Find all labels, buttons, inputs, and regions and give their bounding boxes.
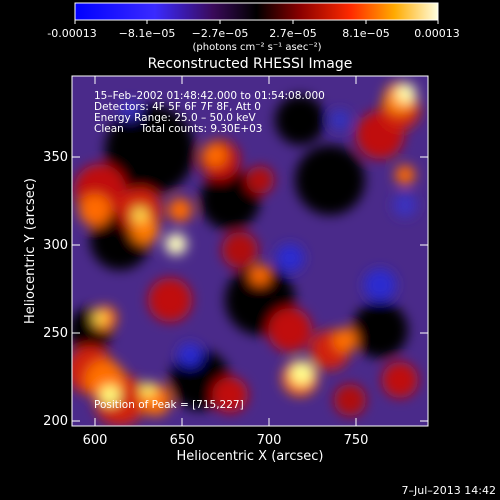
intensity-blob [246, 166, 274, 194]
colorbar: -0.00013 −8.1e−05 −2.7e−05 2.7e−05 8.1e−… [47, 2, 460, 53]
y-tick-label: 200 [43, 414, 68, 429]
colorbar-tick-label: 2.7e−05 [269, 27, 316, 40]
colorbar-unit-label: (photons cm⁻² s⁻¹ asec⁻²) [192, 42, 321, 53]
y-tick-label: 250 [43, 326, 68, 341]
intensity-blob [333, 328, 357, 352]
intensity-blob [222, 232, 258, 268]
intensity-blob [140, 382, 156, 398]
detectors-text: Detectors: 4F 5F 6F 7F 8F, Att 0 [94, 101, 261, 113]
timestamp: 7–Jul–2013 14:42 [402, 484, 496, 497]
intensity-blob [364, 269, 396, 301]
intensity-blob [275, 95, 325, 145]
intensity-blob [382, 362, 418, 398]
intensity-blob [105, 105, 195, 195]
intensity-blob [396, 83, 416, 103]
y-axis-label: Heliocentric Y (arcsec) [23, 178, 38, 324]
y-tick-label: 350 [43, 150, 68, 165]
intensity-blob [165, 233, 187, 255]
colorbar-tick-label: −2.7e−05 [192, 27, 249, 40]
intensity-blob [212, 377, 248, 413]
x-tick-label: 600 [83, 433, 108, 448]
intensity-blob [290, 361, 314, 385]
intensity-blob [393, 193, 417, 217]
y-tick-label: 300 [43, 238, 68, 253]
intensity-blob [100, 385, 120, 405]
intensity-blob [250, 265, 270, 285]
colorbar-gradient [74, 2, 439, 21]
colorbar-tick-label: 8.1e−05 [342, 27, 389, 40]
intensity-blob [131, 216, 159, 244]
intensity-blob [200, 170, 260, 230]
map-intensity [72, 82, 420, 426]
x-tick-label: 700 [257, 433, 282, 448]
intensity-blob [395, 165, 415, 185]
energy-range-text: Energy Range: 25.0 – 50.0 keV [94, 112, 256, 124]
intensity-blob [79, 194, 111, 226]
intensity-blob [352, 302, 408, 358]
plot-frame [71, 75, 429, 427]
intensity-blob [132, 207, 148, 223]
intensity-blob [295, 145, 365, 215]
intensity-blob [168, 198, 192, 222]
image-map [72, 76, 428, 426]
x-axis-label: Heliocentric X (arcsec) [177, 449, 324, 464]
colorbar-ticks [74, 20, 439, 24]
intensity-blob [148, 278, 192, 322]
colorbar-tick-label: -0.00013 [47, 27, 96, 40]
annotations: 15–Feb–2002 01:48:42.000 to 01:54:08.000… [94, 90, 325, 411]
plot-title: Reconstructed RHESSI Image [148, 56, 353, 72]
peak-position-text: Position of Peak = [715,227] [94, 399, 244, 411]
intensity-blob [334, 384, 366, 416]
intensity-blob [178, 343, 202, 367]
intensity-blob [93, 311, 107, 325]
time-range-text: 15–Feb–2002 01:48:42.000 to 01:54:08.000 [94, 90, 325, 102]
colorbar-tick-label: −8.1e−05 [119, 27, 176, 40]
intensity-blob [268, 308, 312, 352]
intensity-blob [330, 110, 350, 130]
axis-ticks [72, 76, 428, 426]
method-counts-text: Clean Total counts: 9.30E+03 [94, 123, 263, 135]
x-tick-label: 650 [170, 433, 195, 448]
x-tick-label: 750 [344, 433, 369, 448]
colorbar-tick-label: 0.00013 [414, 27, 460, 40]
intensity-blob [203, 143, 227, 167]
intensity-blob [120, 100, 140, 120]
intensity-blob [276, 244, 304, 272]
